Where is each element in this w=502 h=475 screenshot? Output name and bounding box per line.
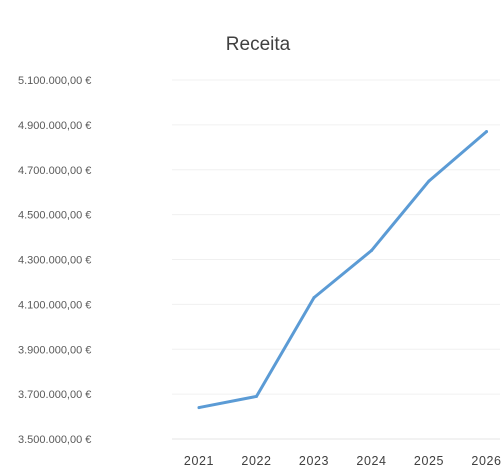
y-axis-tick-labels: 3.500.000,00 € 3.700.000,00 € 3.900.000,00… <box>18 75 91 446</box>
x-tick-label: 2021 <box>184 454 214 468</box>
revenue-series-line <box>197 130 488 410</box>
gridlines <box>172 79 500 440</box>
data-point <box>427 179 431 183</box>
x-tick-label: 2025 <box>414 454 444 468</box>
y-tick-label: 4.900.000,00 € <box>18 120 91 132</box>
data-point <box>312 296 316 300</box>
y-tick-label: 4.300.000,00 € <box>18 255 91 267</box>
x-tick-label: 2023 <box>299 454 329 468</box>
x-tick-label: 2026 <box>471 454 501 468</box>
x-tick-label: 2022 <box>241 454 271 468</box>
x-axis-tick-labels: 2021 2022 2023 2024 2025 2026 <box>184 454 501 468</box>
y-tick-label: 5.100.000,00 € <box>18 75 91 87</box>
y-tick-label: 4.700.000,00 € <box>18 165 91 177</box>
y-tick-label: 3.500.000,00 € <box>18 434 91 446</box>
data-point <box>370 249 373 253</box>
data-point <box>255 394 258 398</box>
y-tick-label: 4.500.000,00 € <box>18 210 91 222</box>
y-tick-label: 3.900.000,00 € <box>18 344 91 356</box>
y-tick-label: 3.700.000,00 € <box>18 389 91 401</box>
x-tick-label: 2024 <box>356 454 386 468</box>
y-tick-label: 4.100.000,00 € <box>18 299 91 311</box>
chart-title: Receita <box>226 34 291 55</box>
series-layer <box>197 130 488 410</box>
data-point <box>485 130 488 134</box>
data-point <box>197 406 201 410</box>
